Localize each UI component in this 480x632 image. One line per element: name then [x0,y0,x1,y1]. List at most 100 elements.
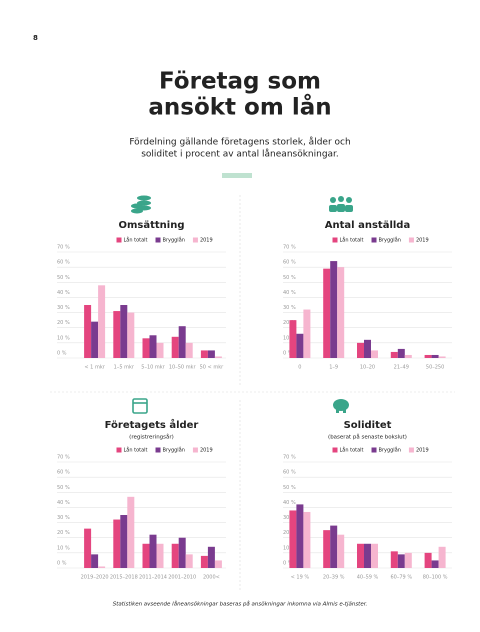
legend-label: Lån totalt [124,447,148,454]
bar [120,305,128,358]
chart-title: Omsättning [118,220,184,231]
bar [113,311,121,358]
legend-label: Lån totalt [124,237,148,244]
bar [214,560,222,568]
bar [303,511,311,568]
x-tick-label: 21–49 [394,365,409,371]
legend-swatch [116,447,122,453]
bar [289,320,297,358]
y-tick-label: 60 % [57,260,70,266]
bar [371,543,378,568]
legend-swatch [371,237,377,243]
x-tick-label: 5–10 mkr [141,365,165,371]
bar [397,348,405,358]
bar [357,543,364,568]
bar [98,285,106,358]
title: ansökt om lån [148,94,331,121]
bar [171,543,179,568]
y-tick-label: 20 % [57,530,70,536]
bar [397,554,405,568]
bar [149,335,157,358]
y-tick-label: 70 % [57,455,70,461]
legend-swatch [408,237,414,243]
bar [120,515,128,568]
bar [185,554,193,568]
bar [337,534,345,568]
icon-coins [131,195,151,214]
bar [185,342,193,358]
bar [364,543,371,568]
bar [171,336,179,358]
y-tick-label: 0 % [57,561,67,567]
y-tick-label: 10 % [57,335,70,341]
x-tick-label: 10–50 mkr [169,365,197,371]
y-tick-label: 0 % [283,561,293,567]
accent-bar [222,173,252,178]
y-tick-label: 60 % [283,470,296,476]
bar [178,537,186,568]
x-tick-label: 2015–2018 [110,575,138,581]
bar [98,566,106,568]
y-tick-label: 40 % [283,290,296,296]
subtitle: Fördelning gällande företagens storlek, … [129,137,350,148]
y-tick-label: 50 % [57,275,70,281]
x-tick-label: 1–9 [329,365,338,371]
bar [371,350,378,358]
x-tick-label: 60–79 % [391,575,413,581]
y-tick-label: 50 % [283,485,296,491]
bar [296,504,304,568]
legend-label: Brygglån [379,237,401,244]
legend-label: Brygglån [163,237,185,244]
x-tick-label: 2019–2020 [81,575,109,581]
x-tick-label: 2001–2010 [168,575,196,581]
bar [323,268,331,358]
y-tick-label: 70 % [283,245,296,251]
x-tick-label: 10–20 [360,365,375,371]
x-tick-label: 50 < mkr [200,365,224,371]
y-tick-label: 70 % [57,245,70,251]
bar [178,326,186,358]
y-tick-label: 50 % [57,485,70,491]
bar [303,309,311,358]
bar [289,510,297,568]
title: Företag som [159,69,321,95]
bar [330,525,338,568]
y-tick-label: 40 % [57,500,70,506]
legend-swatch [371,447,377,453]
bar [390,351,398,358]
bar [91,321,99,358]
bar [424,552,432,568]
x-tick-label: 2000< [203,575,220,581]
y-tick-label: 20 % [57,320,70,326]
chart-title: Företagets ålder [105,418,199,431]
bar [357,342,364,358]
legend-swatch [332,237,338,243]
x-tick-label: < 1 mkr [84,365,105,371]
bar [207,350,215,358]
bar [296,333,304,358]
bar [390,551,398,568]
x-tick-label: 20–39 % [323,575,345,581]
y-tick-label: 40 % [283,500,296,506]
bar [156,543,164,568]
bar [200,555,208,568]
y-tick-label: 50 % [283,275,296,281]
bar [424,354,432,358]
legend-label: 2019 [416,238,429,244]
bar [207,546,215,568]
y-tick-label: 0 % [283,351,293,357]
x-tick-label: 40–59 % [357,575,379,581]
legend-swatch [155,237,161,243]
bar [337,267,345,358]
bar [142,543,150,568]
chart-title: Soliditet [344,420,392,431]
bar [113,519,121,568]
bar [200,350,208,358]
legend-swatch [332,447,338,453]
bar [127,496,135,568]
y-tick-label: 30 % [283,305,296,311]
chart-subtitle: (baserat på senaste bokslut) [328,434,407,441]
y-tick-label: 30 % [57,305,70,311]
x-tick-label: 50–250 [426,365,444,371]
